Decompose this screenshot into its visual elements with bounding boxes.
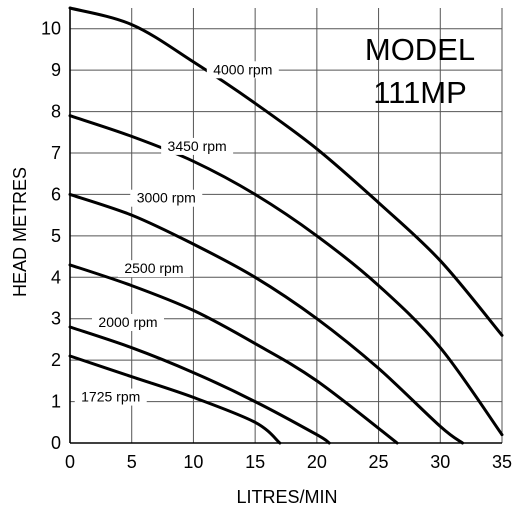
x-tick-label: 0 (65, 452, 75, 472)
y-tick-label: 6 (51, 184, 61, 204)
curve-2000-rpm (70, 327, 329, 443)
x-tick-label: 10 (183, 452, 203, 472)
y-tick-label: 10 (41, 19, 61, 39)
y-tick-label: 2 (51, 350, 61, 370)
series-label: 2000 rpm (98, 314, 157, 330)
x-tick-label: 35 (492, 452, 512, 472)
series-label: 3450 rpm (168, 138, 227, 154)
series-labels: 4000 rpm 3450 rpm 3000 rpm 2500 rpm 2000 rpm… (75, 61, 279, 405)
y-tick-label: 0 (51, 433, 61, 453)
y-tick-label: 7 (51, 143, 61, 163)
y-axis-title: HEAD METRES (10, 167, 30, 297)
series-label: 3000 rpm (137, 190, 196, 206)
curve-2500-rpm (70, 265, 397, 443)
y-tick-label: 4 (51, 267, 61, 287)
performance-curves (70, 8, 502, 443)
series-label: 1725 rpm (81, 389, 140, 405)
x-tick-label: 25 (369, 452, 389, 472)
x-tick-label: 30 (430, 452, 450, 472)
y-tick-label: 1 (51, 392, 61, 412)
x-tick-label: 15 (245, 452, 265, 472)
x-tick-label: 20 (307, 452, 327, 472)
y-tick-label: 3 (51, 309, 61, 329)
model-title-line-1: MODEL (365, 32, 475, 67)
y-tick-label: 9 (51, 60, 61, 80)
y-tick-label: 5 (51, 226, 61, 246)
x-tick-label: 5 (127, 452, 137, 472)
series-label: 2500 rpm (124, 260, 183, 276)
series-label: 4000 rpm (213, 61, 272, 77)
y-tick-label: 8 (51, 102, 61, 122)
x-axis-title: LITRES/MIN (236, 487, 337, 507)
model-title-line-2: 111MP (373, 75, 467, 110)
